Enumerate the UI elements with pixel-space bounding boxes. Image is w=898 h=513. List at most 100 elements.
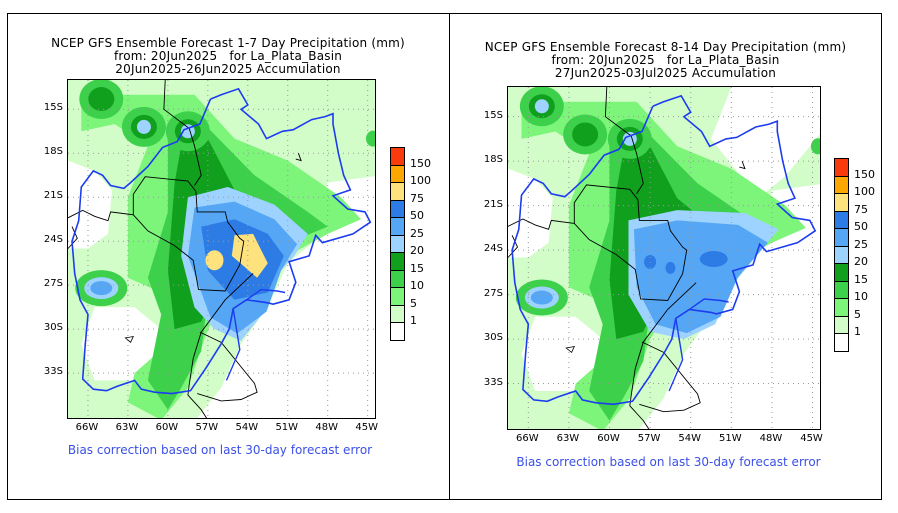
lon-tick-label: 48W [759,433,783,444]
panel-week1: NCEP GFS Ensemble Forecast 1-7 Day Preci… [7,13,449,500]
colorbar-swatch [390,147,405,166]
ocean-dry-area [677,250,820,429]
country-border [739,160,746,170]
colorbar-swatch [834,315,849,334]
lon-tick-label: 60W [155,422,179,433]
colorbar-swatch [390,252,405,271]
lat-tick-label: 30S [43,322,63,334]
lat-tick-label: 33S [43,366,63,378]
lon-tick-label: 54W [678,433,702,444]
lon-tick-label: 57W [195,422,219,433]
colorbar-swatch [834,245,849,264]
colorbar-label: 20 [410,244,424,257]
lat-tick-label: 30S [483,332,503,344]
country-border [163,80,202,186]
panel-week2: NCEP GFS Ensemble Forecast 8-14 Day Prec… [449,13,882,500]
lon-tick-label: 51W [719,433,742,444]
sub-basin-boundary [688,298,729,310]
lat-tick-label: 24S [483,243,503,255]
colorbar-label: 150 [410,156,431,170]
colorbar-swatch [834,280,849,299]
lat-tick-label: 15S [43,102,63,114]
precip-below-1-area [521,316,607,391]
country-border [295,153,302,162]
lon-tick-label: 51W [275,422,299,433]
lat-tick-label: 15S [483,109,503,121]
colorbar-label: 100 [410,174,431,187]
colorbar-label: 15 [410,261,424,275]
precip-50-75-area [644,254,657,269]
precip-25-50-area [633,220,768,334]
country-border [604,87,644,195]
lat-tick-label: 18S [43,146,63,158]
basin-boundary [511,94,817,406]
colorbar-swatch [834,175,849,194]
country-border [68,176,245,292]
lake-outline [124,335,134,343]
panel-accumulation-period: 20Jun2025-26Jun2025 Accumulation [115,62,341,76]
panel-divider [449,13,450,500]
colorbar-swatch [390,304,405,323]
precip-cell [88,87,115,112]
lake-outline [565,345,575,354]
colorbar-swatch [390,287,405,306]
country-border [187,273,254,418]
precip-cell [136,119,151,134]
colorbar-swatch [834,298,849,317]
colorbar-label: 20 [854,255,868,268]
lon-tick-label: 45W [800,433,823,444]
bias-correction-note: Bias correction based on last 30-day for… [67,443,373,457]
colorbar-label: 5 [410,296,417,310]
colorbar-swatch [390,322,405,341]
precip-cell [366,130,375,147]
colorbar-label: 1 [854,325,861,338]
lon-tick-label: 57W [637,433,661,444]
colorbar-swatch [834,158,849,177]
precip-below-1-area [68,160,112,249]
colorbar-label: 10 [410,279,424,292]
colorbar-label: 1 [410,314,417,327]
figure-frame [7,13,882,500]
country-border [68,226,78,249]
country-border [508,235,519,258]
colorbar-label: 75 [410,191,424,205]
country-border [508,184,688,301]
colorbar-swatch [834,333,849,352]
colorbar-swatch [834,210,849,229]
colorbar-swatch [390,199,405,218]
colorbar-label: 50 [410,209,424,222]
bias-correction-note: Bias correction based on last 30-day for… [516,455,821,469]
precip-cell [572,122,599,147]
lat-tick-label: 24S [43,234,63,246]
colorbar-swatch [834,263,849,282]
colorbar-swatch [834,228,849,247]
lon-tick-label: 63W [115,422,139,433]
country-border [629,282,697,429]
colorbar-swatch [390,234,405,253]
sub-basin-boundary [225,308,241,381]
precip-cell [534,99,549,114]
lat-tick-label: 27S [483,287,503,299]
lon-tick-label: 60W [597,433,620,444]
precip-50-75-area [665,261,676,274]
colorbar-label: 150 [854,167,875,181]
precip-50-75-area [699,251,728,267]
lon-tick-label: 66W [515,433,539,444]
precip-75-100-area [205,250,224,271]
lon-tick-label: 48W [315,422,339,433]
panel-subtitle: from: 20Jun2025 for La_Plata_Basin [113,49,343,63]
colorbar-label: 50 [854,220,868,233]
colorbar-swatch [834,193,849,212]
colorbar-swatch [390,182,405,201]
precip-map [507,86,821,430]
ocean-dry-area [235,241,375,418]
colorbar-swatch [390,217,405,236]
colorbar-label: 25 [854,237,868,251]
precip-below-1-area [81,307,166,381]
colorbar-swatch [390,269,405,288]
precip-map [67,79,376,419]
colorbar-swatch [390,164,405,183]
lat-tick-label: 27S [43,278,63,290]
colorbar-label: 25 [410,226,424,240]
lat-tick-label: 21S [43,190,63,202]
